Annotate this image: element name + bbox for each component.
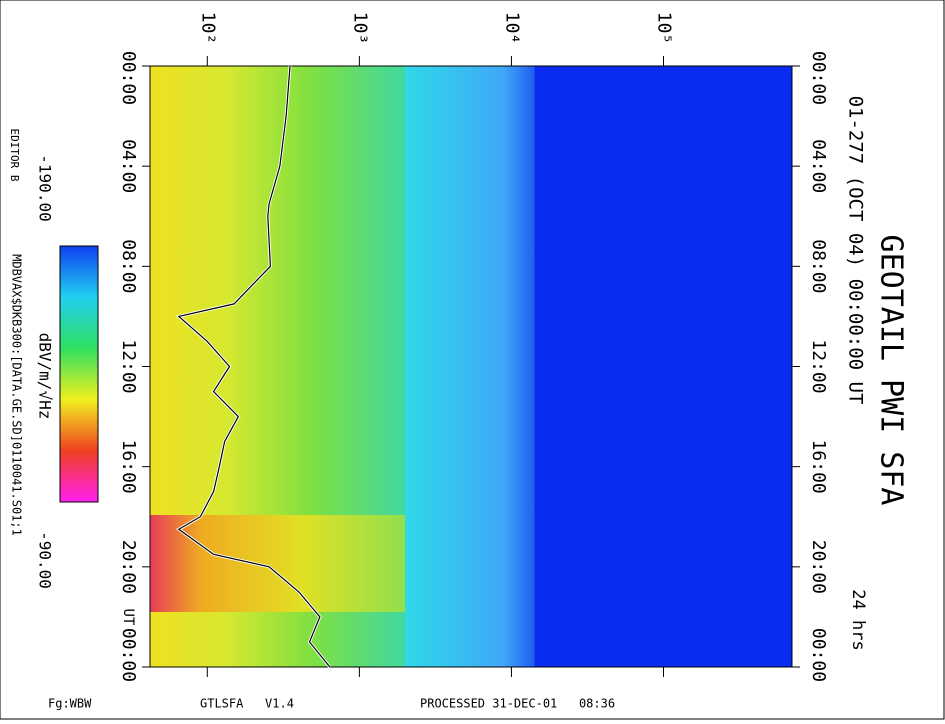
footer-middle: GTLSFA V1.4 — [200, 697, 294, 711]
frequency-line — [177, 65, 331, 668]
y-tick-label: 08:00 — [118, 239, 139, 293]
y-tick-label: 12:00 — [808, 339, 829, 393]
y-tick-label: 16:00 — [118, 440, 139, 494]
footer-right: PROCESSED 31-DEC-01 08:36 — [420, 697, 615, 711]
colorbar — [59, 245, 99, 503]
colorbar-max: -90.00 — [36, 531, 55, 589]
y-tick-label: 12:00 — [118, 339, 139, 393]
editor: EDITOR B — [8, 129, 21, 182]
time-axis-label: UT — [120, 608, 136, 625]
footer-left: Fg:WBW — [48, 697, 92, 711]
y-tick-label: 04:00 — [808, 139, 829, 193]
subtitle: 01-277 (OCT 04) 00:00:00 UT — [845, 96, 867, 405]
colorbar-min: -190.00 — [36, 154, 55, 221]
spectrogram-band — [150, 515, 405, 612]
y-tick-label: 04:00 — [118, 139, 139, 193]
y-tick-label: 20:00 — [118, 540, 139, 594]
y-tick-label: 08:00 — [808, 239, 829, 293]
x-tick-label: 10⁵ — [653, 12, 674, 45]
y-tick-label: 00:00 — [118, 628, 139, 682]
y-tick-label: 00:00 — [808, 628, 829, 682]
x-tick-label: 10² — [197, 12, 218, 45]
x-tick-label: 10⁴ — [501, 12, 522, 45]
file-path: MDBVAX$DKB300:[DATA.GE.SD]0110041.S01;1 — [10, 254, 24, 536]
x-tick-label: 10³ — [349, 12, 370, 45]
y-tick-label: 16:00 — [808, 440, 829, 494]
colorbar-unit: dBV/m/√Hz — [36, 333, 55, 420]
duration: 24 hrs — [848, 589, 868, 650]
y-tick-label: 00:00 — [118, 51, 139, 105]
title: GEOTAIL PWI SFA — [874, 235, 909, 506]
y-tick-label: 20:00 — [808, 540, 829, 594]
y-tick-label: 00:00 — [808, 51, 829, 105]
